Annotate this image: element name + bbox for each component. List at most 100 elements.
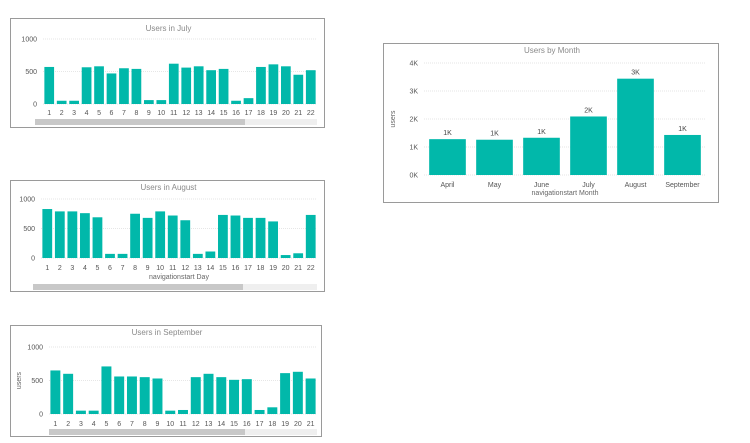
bar — [44, 66, 55, 104]
y-tick-label: 1000 — [27, 345, 43, 352]
bar — [243, 217, 253, 258]
x-tick-label: 15 — [219, 265, 227, 272]
scrollbar-thumb[interactable] — [35, 119, 245, 125]
bar — [94, 66, 104, 104]
scrollbar-thumb[interactable] — [33, 284, 243, 290]
x-tick-label: 8 — [133, 265, 137, 272]
x-tick-label: 15 — [230, 421, 238, 428]
bar — [168, 63, 179, 104]
data-label: 3K — [631, 70, 640, 77]
y-tick-label: 1000 — [19, 197, 35, 204]
bar — [243, 98, 254, 104]
bar — [190, 377, 201, 414]
x-tick-label: August — [625, 182, 647, 189]
x-tick-label: 10 — [157, 110, 165, 117]
x-tick-label: 22 — [307, 265, 315, 272]
bar — [216, 377, 227, 414]
x-tick-label: 4 — [83, 265, 87, 272]
x-tick-label: 13 — [194, 265, 202, 272]
chart-title: Users in September — [132, 328, 203, 337]
bar — [101, 366, 112, 414]
bar — [192, 253, 203, 258]
scrollbar-thumb[interactable] — [49, 429, 245, 435]
bar — [255, 217, 266, 258]
x-tick-label: 4 — [92, 421, 96, 428]
bar — [117, 253, 128, 258]
chart-users-by-month: Users by Month 0K 1K 2K 3K 4K April 1K May 1K June… — [383, 43, 719, 203]
bar — [281, 66, 291, 104]
x-tick-label: 12 — [192, 421, 200, 428]
x-tick-label: 18 — [257, 265, 265, 272]
bar — [570, 116, 607, 175]
bar — [81, 67, 92, 104]
x-tick-label: 17 — [256, 421, 264, 428]
x-tick-label: 7 — [130, 421, 134, 428]
x-tick-label: June — [534, 182, 549, 189]
x-tick-label: 3 — [72, 110, 76, 117]
bar — [664, 134, 701, 175]
bar — [231, 100, 241, 104]
bar — [155, 211, 166, 258]
bar — [230, 215, 241, 258]
bar — [63, 373, 74, 414]
x-tick-label: 21 — [294, 110, 302, 117]
x-tick-label: 16 — [232, 110, 240, 117]
bar — [165, 410, 176, 414]
y-tick-label: 4K — [409, 61, 418, 68]
x-tick-label: 1 — [45, 265, 49, 272]
bar — [80, 213, 90, 258]
y-tick-label: 1000 — [21, 37, 37, 44]
x-tick-label: 5 — [97, 110, 101, 117]
data-label: 1K — [537, 129, 546, 136]
x-tick-label: April — [440, 182, 454, 189]
x-tick-label: 5 — [96, 265, 100, 272]
x-tick-label: 12 — [182, 110, 190, 117]
bar — [256, 66, 266, 104]
y-axis-title: users — [16, 371, 23, 389]
y-tick-label: 0 — [31, 256, 35, 263]
x-tick-label: 7 — [121, 265, 125, 272]
x-tick-label: 20 — [282, 110, 290, 117]
bar — [293, 253, 304, 258]
bar — [69, 100, 79, 104]
x-tick-label: September — [665, 182, 700, 189]
bar — [180, 220, 191, 258]
y-tick-label: 0 — [33, 102, 37, 109]
bar — [105, 253, 115, 258]
x-tick-label: 17 — [244, 265, 252, 272]
y-axis-title: users — [390, 110, 397, 128]
x-tick-label: 9 — [147, 110, 151, 117]
x-tick-label: 22 — [307, 110, 315, 117]
bar — [119, 68, 129, 104]
x-tick-label: 2 — [60, 110, 64, 117]
x-tick-label: 3 — [79, 421, 83, 428]
bar — [305, 214, 316, 258]
bar — [268, 221, 278, 258]
y-tick-label: 0K — [409, 173, 418, 180]
bar — [229, 379, 240, 414]
bar — [178, 409, 188, 414]
x-tick-label: 1 — [47, 110, 51, 117]
y-tick-label: 2K — [409, 117, 418, 124]
x-tick-label: 15 — [220, 110, 228, 117]
y-tick-label: 0 — [39, 412, 43, 419]
bar — [429, 139, 466, 175]
bar — [126, 376, 137, 414]
x-tick-label: 19 — [281, 421, 289, 428]
bar — [75, 410, 86, 414]
x-tick-label: 20 — [294, 421, 302, 428]
x-tick-label: 6 — [108, 265, 112, 272]
x-tick-label: 11 — [179, 421, 186, 428]
x-tick-label: 8 — [143, 421, 147, 428]
bar — [142, 217, 153, 258]
y-tick-label: 500 — [31, 378, 43, 385]
x-tick-label: 16 — [243, 421, 251, 428]
x-tick-label: 14 — [207, 110, 215, 117]
bar — [267, 407, 278, 414]
bar — [130, 213, 140, 258]
bar — [280, 373, 291, 414]
x-tick-label: 8 — [134, 110, 138, 117]
x-tick-label: 10 — [156, 265, 164, 272]
